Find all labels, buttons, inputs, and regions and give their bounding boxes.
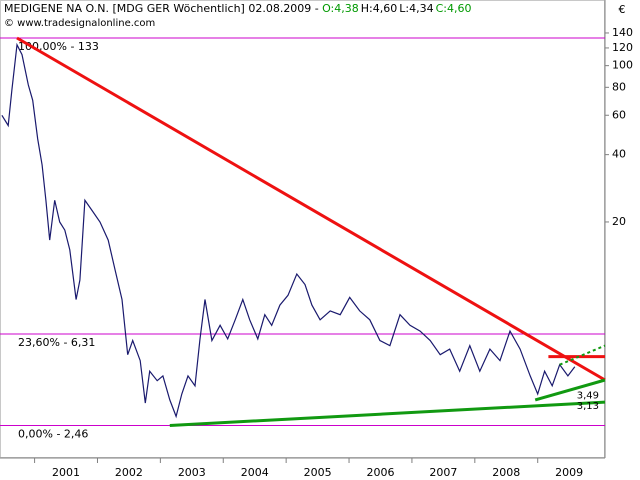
y-tick-label: 40: [612, 148, 626, 161]
fib-label: 0,00% - 2,46: [18, 427, 88, 440]
source: © www.tradesignalonline.com: [4, 18, 155, 29]
y-tick-label: 20: [612, 215, 626, 228]
x-tick-label: 2004: [241, 466, 269, 479]
quote: C:4,60: [436, 2, 472, 15]
y-tick-label: 140: [612, 26, 633, 39]
fib-label: 23,60% - 6,31: [18, 336, 95, 349]
y-tick-label: 80: [612, 80, 626, 93]
x-tick-label: 2008: [492, 466, 520, 479]
y-tick-label: 120: [612, 41, 633, 54]
quote: O:4,38: [322, 2, 359, 15]
header: MEDIGENE NA O.N. [MDG GER Wöchentlich] 0…: [4, 2, 471, 15]
currency: €: [619, 3, 626, 16]
x-tick-label: 2006: [366, 466, 394, 479]
price-line: [1, 42, 576, 419]
level-label: 3,13: [577, 401, 599, 412]
title: MEDIGENE NA O.N. [MDG GER Wöchentlich] 0…: [4, 2, 471, 15]
quote: H:4,60: [361, 2, 397, 15]
x-tick-label: 2003: [178, 466, 206, 479]
trendline: [16, 36, 606, 382]
quote: L:4,34: [399, 2, 433, 15]
x-tick-label: 2005: [304, 466, 332, 479]
y-tick-label: 100: [612, 59, 633, 72]
x-tick-label: 2001: [52, 466, 80, 479]
x-tick-label: 2002: [115, 466, 143, 479]
trendline: [534, 378, 606, 402]
level-label: 3,49: [577, 391, 599, 402]
x-tick-label: 2007: [429, 466, 457, 479]
trendline: [559, 344, 606, 366]
trendline: [169, 400, 606, 427]
x-tick-label: 2009: [555, 466, 583, 479]
y-tick-label: 60: [612, 108, 626, 121]
